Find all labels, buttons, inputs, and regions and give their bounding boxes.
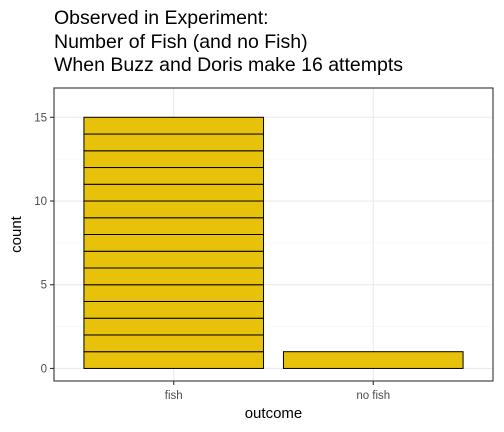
x-tick-label: no fish xyxy=(356,390,390,402)
bar-no-fish xyxy=(282,351,464,369)
bar-unit-block xyxy=(83,300,265,319)
x-axis: fish no fish xyxy=(165,381,390,402)
x-axis-title: outcome xyxy=(245,405,303,422)
bar-unit-block xyxy=(83,116,265,135)
chart-title-line-3: When Buzz and Doris make 16 attempts xyxy=(54,54,403,76)
bar-unit-block xyxy=(83,217,265,235)
bar-unit-block xyxy=(83,183,265,202)
bars xyxy=(83,116,464,369)
y-tick-label: 10 xyxy=(34,196,47,208)
y-axis: 0 5 10 15 xyxy=(34,112,54,375)
x-tick-label: fish xyxy=(165,390,183,402)
y-tick-label: 0 xyxy=(41,363,47,375)
chart-title: Observed in Experiment: Number of Fish (… xyxy=(54,7,403,76)
bar-unit-block xyxy=(83,200,265,219)
bar-unit-block xyxy=(83,267,265,286)
chart-title-line-1: Observed in Experiment: xyxy=(54,7,269,29)
bar-unit-block xyxy=(282,351,464,369)
bar-unit-block xyxy=(83,317,265,336)
bar-unit-block xyxy=(83,167,265,185)
bar-fish xyxy=(83,116,265,369)
bar-unit-block xyxy=(83,334,265,353)
bar-unit-block xyxy=(83,234,265,252)
chart-title-line-2: Number of Fish (and no Fish) xyxy=(54,31,308,53)
y-axis-title: count xyxy=(8,215,25,253)
bar-unit-block xyxy=(83,351,265,369)
y-tick-label: 5 xyxy=(41,280,47,292)
y-tick-label: 15 xyxy=(34,112,47,124)
plot-panel-border xyxy=(53,87,494,382)
bar-unit-block xyxy=(83,133,265,152)
bar-unit-block xyxy=(83,284,265,302)
bar-unit-block xyxy=(83,250,265,269)
bar-unit-block xyxy=(83,150,265,169)
